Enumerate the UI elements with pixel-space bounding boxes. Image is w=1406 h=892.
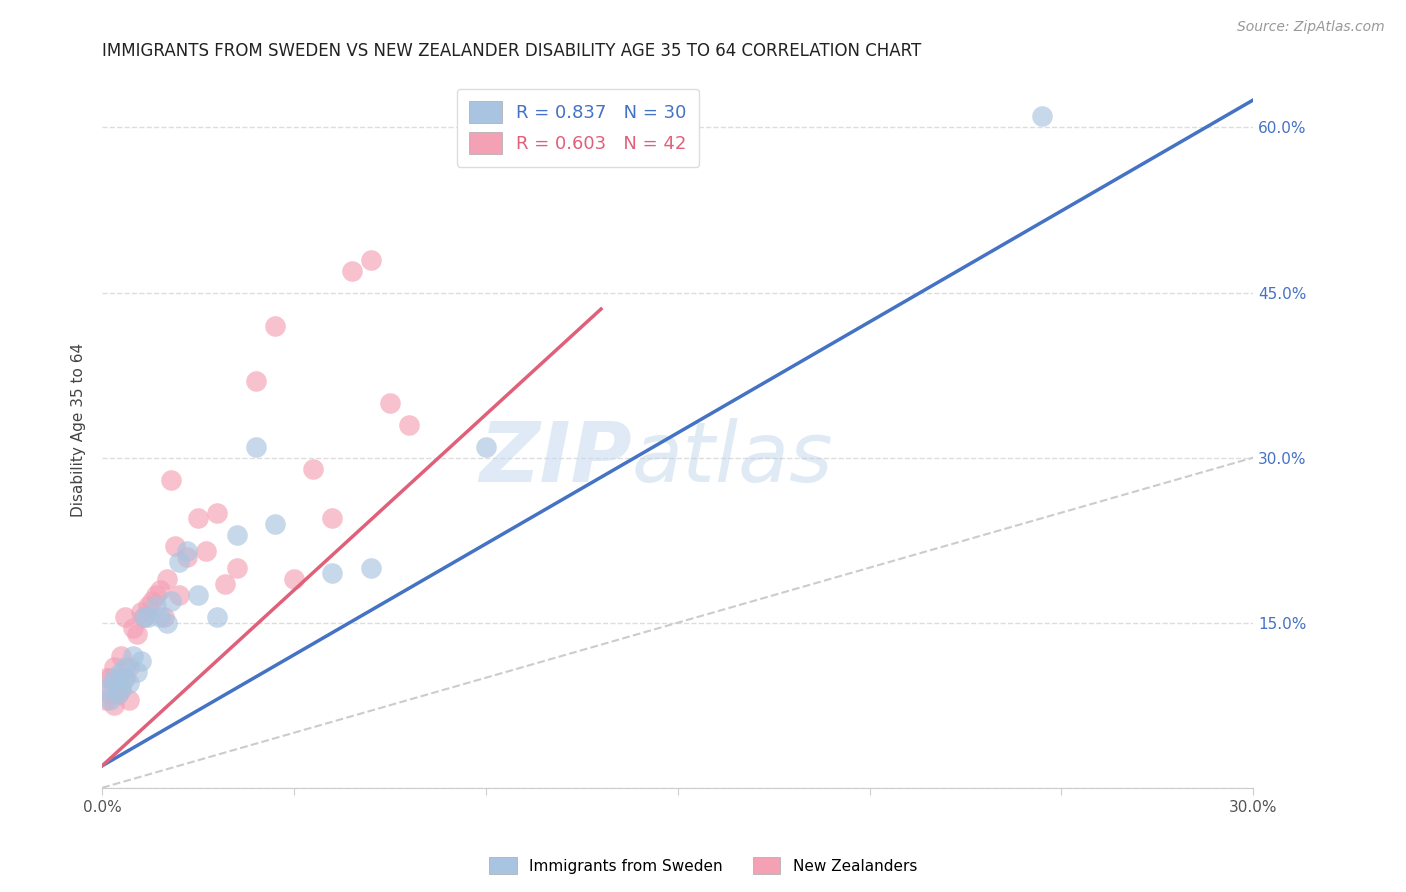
Point	[245, 374, 267, 388]
Point	[122, 621, 145, 635]
Point	[207, 610, 229, 624]
Point	[187, 588, 209, 602]
Point	[98, 671, 121, 685]
Point	[263, 318, 285, 333]
Point	[107, 687, 129, 701]
Point	[214, 577, 236, 591]
Text: Source: ZipAtlas.com: Source: ZipAtlas.com	[1237, 20, 1385, 34]
Point	[134, 610, 156, 624]
Point	[98, 692, 121, 706]
Legend: R = 0.837   N = 30, R = 0.603   N = 42: R = 0.837 N = 30, R = 0.603 N = 42	[457, 88, 699, 167]
Point	[129, 654, 152, 668]
Point	[321, 566, 343, 581]
Point	[136, 599, 159, 614]
Point	[103, 671, 125, 685]
Point	[145, 588, 167, 602]
Text: ZIP: ZIP	[479, 418, 631, 500]
Text: atlas: atlas	[631, 418, 834, 500]
Point	[321, 511, 343, 525]
Point	[152, 610, 174, 624]
Point	[340, 263, 363, 277]
Point	[103, 659, 125, 673]
Point	[194, 544, 217, 558]
Point	[110, 665, 132, 680]
Point	[156, 615, 179, 630]
Point	[118, 659, 141, 673]
Point	[103, 676, 125, 690]
Point	[360, 252, 382, 267]
Point	[114, 671, 136, 685]
Point	[176, 549, 198, 564]
Point	[160, 593, 183, 607]
Point	[1031, 110, 1053, 124]
Y-axis label: Disability Age 35 to 64: Disability Age 35 to 64	[72, 343, 86, 517]
Point	[141, 593, 163, 607]
Point	[149, 610, 172, 624]
Point	[145, 599, 167, 614]
Point	[160, 473, 183, 487]
Point	[136, 610, 159, 624]
Point	[110, 648, 132, 663]
Point	[107, 687, 129, 701]
Point	[187, 511, 209, 525]
Point	[149, 582, 172, 597]
Point	[107, 676, 129, 690]
Point	[167, 588, 190, 602]
Point	[94, 671, 117, 685]
Point	[225, 560, 247, 574]
Point	[110, 681, 132, 696]
Point	[283, 572, 305, 586]
Text: IMMIGRANTS FROM SWEDEN VS NEW ZEALANDER DISABILITY AGE 35 TO 64 CORRELATION CHAR: IMMIGRANTS FROM SWEDEN VS NEW ZEALANDER …	[103, 42, 921, 60]
Point	[207, 506, 229, 520]
Point	[114, 610, 136, 624]
Point	[165, 539, 187, 553]
Point	[118, 692, 141, 706]
Point	[360, 560, 382, 574]
Point	[98, 687, 121, 701]
Point	[378, 395, 401, 409]
Point	[167, 555, 190, 569]
Legend: Immigrants from Sweden, New Zealanders: Immigrants from Sweden, New Zealanders	[482, 851, 924, 880]
Point	[103, 698, 125, 713]
Point	[302, 461, 325, 475]
Point	[475, 440, 498, 454]
Point	[176, 544, 198, 558]
Point	[94, 692, 117, 706]
Point	[122, 648, 145, 663]
Point	[94, 681, 117, 696]
Point	[134, 610, 156, 624]
Point	[245, 440, 267, 454]
Point	[125, 626, 148, 640]
Point	[114, 671, 136, 685]
Point	[129, 605, 152, 619]
Point	[398, 417, 420, 432]
Point	[263, 516, 285, 531]
Point	[114, 659, 136, 673]
Point	[156, 572, 179, 586]
Point	[225, 527, 247, 541]
Point	[110, 681, 132, 696]
Point	[125, 665, 148, 680]
Point	[118, 676, 141, 690]
